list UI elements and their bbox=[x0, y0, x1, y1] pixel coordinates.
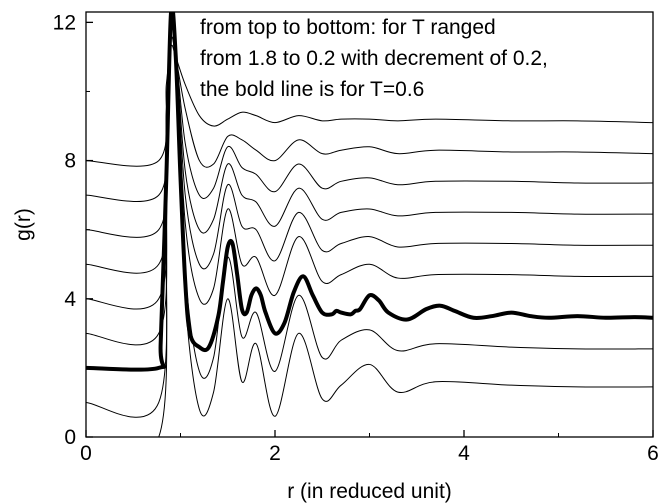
x-tick-label: 4 bbox=[458, 442, 470, 465]
tick-group: 0 2 4 6 0 4 8 12 bbox=[53, 11, 659, 465]
y-tick-label: 0 bbox=[64, 426, 76, 449]
annotation-line-1: from top to bottom: for T ranged bbox=[200, 16, 496, 39]
x-tick-label: 2 bbox=[269, 442, 281, 465]
x-tick-label: 6 bbox=[647, 442, 659, 465]
series-line bbox=[86, 12, 653, 437]
annotation-line-3: the bold line is for T=0.6 bbox=[200, 78, 424, 101]
y-tick-label: 8 bbox=[64, 150, 76, 173]
x-axis-label: r (in reduced unit) bbox=[287, 480, 452, 503]
x-tick-label: 0 bbox=[80, 442, 92, 465]
y-tick-label: 12 bbox=[53, 11, 76, 34]
plot-frame bbox=[85, 11, 654, 438]
y-tick-label: 4 bbox=[64, 288, 76, 311]
annotation-line-2: from 1.8 to 0.2 with decrement of 0.2, bbox=[200, 47, 548, 70]
y-axis-label: g(r) bbox=[12, 208, 35, 241]
series-group bbox=[86, 12, 653, 437]
